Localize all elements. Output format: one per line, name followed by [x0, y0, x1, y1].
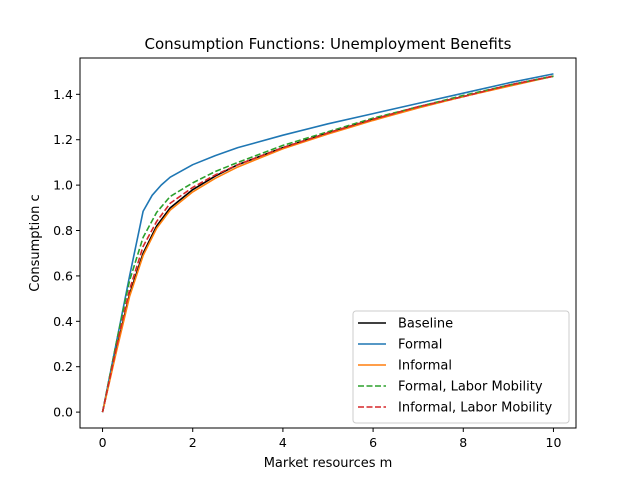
x-axis-label: Market resources m: [264, 456, 393, 471]
x-tick-label: 0: [99, 435, 107, 450]
legend-label: Formal: [398, 338, 442, 353]
axis-ticks: 0 2 4 6 8 10 0.0 0.2 0.4 0.6 0.8 1.0 1.2 1.4: [53, 87, 561, 450]
legend-label: Formal, Labor Mobility: [398, 380, 543, 395]
y-tick-label: 0.8: [53, 223, 73, 238]
series-line-4: [101, 75, 554, 413]
y-tick-label: 1.2: [53, 132, 73, 147]
series-line-1: [101, 73, 554, 413]
y-tick-label: 0.2: [53, 359, 73, 374]
legend-label: Informal: [398, 359, 452, 374]
x-tick-label: 8: [459, 435, 467, 450]
legend-label: Informal, Labor Mobility: [398, 401, 552, 416]
y-tick-label: 0.6: [53, 268, 73, 283]
y-tick-label: 1.0: [53, 178, 73, 193]
x-tick-label: 2: [189, 435, 197, 450]
x-tick-label: 10: [546, 435, 562, 450]
y-axis-label: Consumption c: [28, 194, 43, 291]
plot-frame: [79, 57, 577, 429]
y-tick-label: 0.0: [53, 405, 73, 420]
legend-label: Baseline: [398, 317, 453, 332]
x-tick-label: 4: [279, 435, 287, 450]
plot-area: [101, 73, 554, 413]
legend: Baseline Formal Informal Formal, Labor Mobi…: [352, 310, 570, 424]
y-tick-label: 0.4: [53, 314, 73, 329]
series-line-3: [101, 75, 554, 413]
y-tick-label: 1.4: [53, 87, 73, 102]
chart-title: Consumption Functions: Unemployment Bene…: [144, 35, 511, 53]
x-tick-label: 6: [369, 435, 377, 450]
legend-box: [352, 310, 570, 424]
